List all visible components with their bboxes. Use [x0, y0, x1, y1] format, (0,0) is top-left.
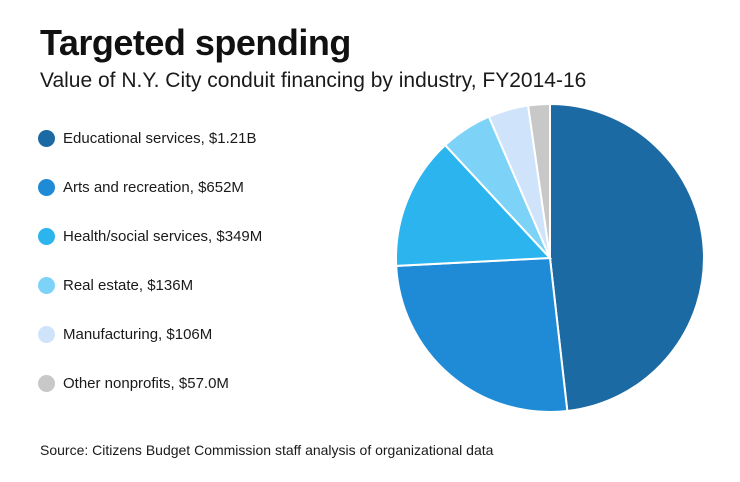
legend-swatch	[38, 227, 55, 245]
chart-subtitle: Value of N.Y. City conduit financing by …	[40, 69, 587, 92]
pie-slice-other-nonprofits	[526, 102, 551, 259]
legend-swatch	[38, 276, 55, 294]
legend-item: Manufacturing, $106M	[38, 320, 212, 348]
legend-label: Manufacturing, $106M	[63, 325, 213, 343]
legend-label: Real estate, $136M	[63, 276, 194, 294]
legend-item: Real estate, $136M	[38, 271, 193, 299]
chart-title: Targeted spending	[40, 22, 351, 63]
source-note: Source: Citizens Budget Commission staff…	[40, 442, 494, 458]
pie-slice-health-social-services	[395, 143, 553, 267]
legend-swatch	[38, 129, 55, 147]
pie-slice-arts-and-recreation	[395, 256, 569, 413]
legend-swatch	[38, 325, 55, 343]
legend-item: Educational services, $1.21B	[38, 124, 256, 152]
legend-item: Health/social services, $349M	[38, 222, 262, 250]
pie-chart	[395, 102, 705, 413]
legend-label: Other nonprofits, $57.0M	[63, 374, 229, 392]
legend-item: Other nonprofits, $57.0M	[38, 369, 229, 397]
legend-swatch	[38, 178, 55, 196]
legend-label: Educational services, $1.21B	[63, 129, 257, 147]
legend-swatch	[38, 374, 55, 392]
legend-label: Arts and recreation, $652M	[63, 178, 244, 196]
pie-slice-educational-services	[549, 102, 705, 413]
legend-item: Arts and recreation, $652M	[38, 173, 244, 201]
pie-chart-container	[380, 90, 720, 430]
legend-label: Health/social services, $349M	[63, 227, 263, 245]
